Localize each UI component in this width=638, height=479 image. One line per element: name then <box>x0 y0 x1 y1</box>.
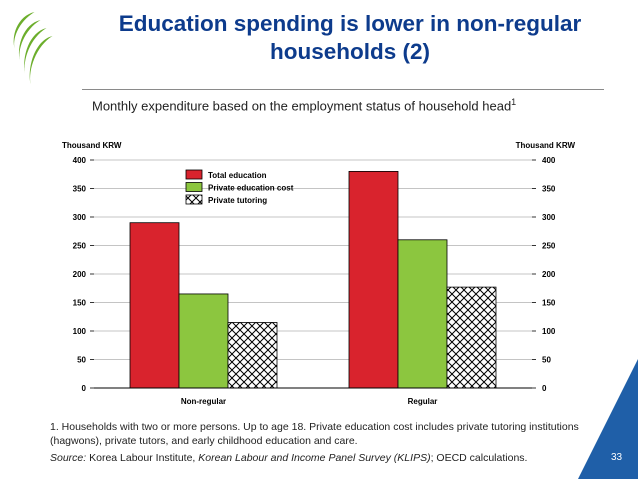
source-text-1: Korea Labour Institute, <box>86 452 199 464</box>
source-italic-title: Korean Labour and Income Panel Survey (K… <box>198 452 431 464</box>
bar-chart: 0 0 50 50 100 100 150 150 200 200 250 250 300 300 350 3… <box>62 141 575 406</box>
subtitle-footnote-marker: 1 <box>511 97 517 107</box>
chart-subtitle: Monthly expenditure based on the employm… <box>92 97 516 113</box>
oecd-logo <box>13 12 53 84</box>
bar <box>178 293 229 389</box>
y-tick-label-left: 150 <box>73 299 87 308</box>
page-number: 33 <box>611 452 623 463</box>
legend-label: Private tutoring <box>208 196 267 205</box>
y-axis-label-right: Thousand KRW <box>516 141 576 150</box>
axes: 0 0 50 50 100 100 150 150 200 200 250 250 300 300 350 3… <box>62 141 575 406</box>
bar <box>227 322 278 389</box>
corner-decoration <box>578 359 638 479</box>
bar <box>397 239 448 389</box>
y-tick-label-right: 200 <box>542 270 556 279</box>
y-tick-label-left: 250 <box>73 242 87 251</box>
y-tick-label-right: 100 <box>542 327 556 336</box>
y-tick-label-left: 300 <box>73 213 87 222</box>
bar <box>129 222 180 389</box>
source-label: Source: <box>50 452 87 464</box>
y-tick-label-left: 400 <box>73 156 87 165</box>
y-tick-label-right: 300 <box>542 213 556 222</box>
y-tick-label-right: 400 <box>542 156 556 165</box>
y-tick-label-left: 350 <box>73 185 87 194</box>
x-tick-label: Non-regular <box>181 397 226 406</box>
y-tick-label-right: 250 <box>542 242 556 251</box>
subtitle-text: Monthly expenditure based on the employm… <box>92 98 512 114</box>
legend: Total education Private education cost Pri… <box>185 169 294 205</box>
page-title: Education spending is lower in non-regul… <box>118 11 582 64</box>
y-tick-label-left: 200 <box>73 270 87 279</box>
y-tick-label-right: 50 <box>542 356 551 365</box>
x-tick-label: Regular <box>408 397 438 406</box>
y-tick-label-left: 100 <box>73 327 87 336</box>
legend-swatch <box>185 182 203 192</box>
y-tick-label-right: 150 <box>542 299 556 308</box>
legend-label: Total education <box>208 171 267 180</box>
y-axis-label-left: Thousand KRW <box>62 141 122 150</box>
y-tick-label-left: 0 <box>82 384 87 393</box>
source-text-2: ; OECD calculations. <box>430 452 528 464</box>
legend-label: Private education cost <box>208 184 294 193</box>
bar <box>348 171 399 389</box>
footnote: 1. Households with two or more persons. … <box>50 421 579 447</box>
source-line: Source: Korea Labour Institute, Korean L… <box>50 452 600 464</box>
y-tick-label-right: 350 <box>542 185 556 194</box>
title-divider <box>82 89 604 90</box>
legend-swatch <box>185 169 203 180</box>
bar <box>446 286 497 389</box>
y-tick-label-left: 50 <box>77 356 86 365</box>
legend-swatch <box>185 194 203 205</box>
bars <box>129 171 497 389</box>
y-tick-label-right: 0 <box>542 384 547 393</box>
